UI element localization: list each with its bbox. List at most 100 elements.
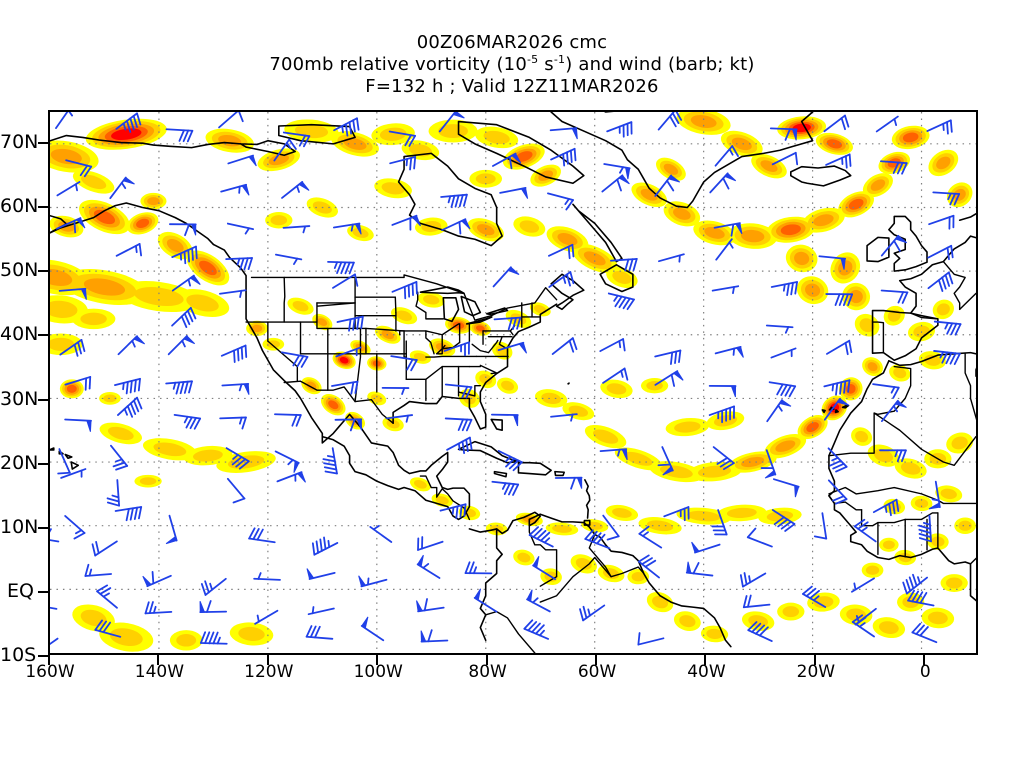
wind-barb xyxy=(168,223,197,237)
wind-barb xyxy=(599,448,628,461)
wind-barb xyxy=(742,594,771,609)
wind-barb xyxy=(771,509,796,532)
chart-title-block: 00Z06MAR2026 cmc 700mb relative vorticit… xyxy=(0,32,1024,98)
wind-barb xyxy=(55,112,74,129)
y-axis-label-50n: 50N xyxy=(0,259,39,282)
wind-barb xyxy=(747,621,773,642)
wind-barb xyxy=(381,386,410,395)
wind-barb xyxy=(902,573,929,595)
wind-barb xyxy=(493,316,522,331)
wind-barb xyxy=(225,447,250,470)
wind-barb xyxy=(50,606,58,610)
wind-barb xyxy=(770,281,798,297)
wind-barb xyxy=(532,556,557,581)
y-axis-label-eq: EQ xyxy=(7,579,34,602)
wind-barb xyxy=(56,181,81,197)
wind-barb xyxy=(360,616,385,642)
x-axis-label-100w: 100W xyxy=(353,662,403,682)
wind-barb xyxy=(599,338,626,353)
x-axis-label-140w: 140W xyxy=(134,662,185,682)
wind-barb xyxy=(872,383,900,399)
x-axis-label-0: 0 xyxy=(919,662,931,682)
wind-barb xyxy=(607,292,635,311)
wind-barb xyxy=(827,447,848,473)
wind-barb xyxy=(825,153,852,169)
wind-barb xyxy=(554,476,583,490)
wind-barb xyxy=(746,527,773,548)
wind-barb xyxy=(880,160,908,175)
wind-barb xyxy=(927,271,954,292)
wind-barb xyxy=(603,163,631,180)
wind-barb xyxy=(218,112,244,129)
y-axis-label-30n: 30N xyxy=(0,387,39,410)
chart-title-line-1: 00Z06MAR2026 cmc xyxy=(416,32,608,53)
wind-barb xyxy=(444,383,473,399)
wind-barb xyxy=(881,399,907,423)
y-axis-label-60n: 60N xyxy=(0,195,39,218)
wind-barb xyxy=(219,289,247,298)
wind-barb xyxy=(708,384,737,398)
wind-barb xyxy=(928,214,955,230)
wind-barb xyxy=(579,604,606,622)
wind-barb xyxy=(491,152,522,170)
wind-barb xyxy=(654,174,681,197)
wind-barb xyxy=(94,619,122,638)
wind-barb xyxy=(248,527,276,544)
wind-barb xyxy=(765,324,794,334)
wind-barb xyxy=(389,155,417,171)
y-axis-tick xyxy=(38,206,50,209)
chart-title-line-3: F=132 h ; Valid 12Z11MAR2026 xyxy=(365,76,659,97)
wind-barb xyxy=(171,245,198,265)
wind-barb xyxy=(491,480,520,496)
wind-barb xyxy=(221,382,250,395)
wind-barb xyxy=(114,506,143,522)
wind-barb xyxy=(438,112,465,133)
wind-barb xyxy=(333,117,360,137)
wind-barb xyxy=(823,379,851,396)
wind-barb xyxy=(548,243,575,260)
wind-barb xyxy=(497,450,523,472)
wind-barb xyxy=(714,145,739,167)
wind-barb xyxy=(601,174,630,193)
wind-barb xyxy=(932,191,961,206)
wind-barb xyxy=(416,598,445,613)
x-axis-label-40w: 40W xyxy=(687,662,726,682)
wind-barb xyxy=(335,346,362,358)
wind-barb xyxy=(225,257,253,271)
wind-barb xyxy=(802,585,827,608)
wind-barb xyxy=(823,114,850,133)
wind-barb xyxy=(853,518,877,543)
wind-barb xyxy=(200,577,227,596)
title-variable-text: 700mb relative vorticity (10 xyxy=(269,54,527,75)
wind-barb xyxy=(227,154,257,167)
x-axis-label-60w: 60W xyxy=(577,662,617,682)
wind-barb xyxy=(638,525,663,549)
wind-barb xyxy=(441,218,471,235)
wind-barb xyxy=(492,266,520,288)
y-axis-tick xyxy=(38,526,50,529)
wind-barb xyxy=(220,344,248,363)
title-wind-text: ) and wind (barb; kt) xyxy=(565,54,755,75)
y-axis-label-10s: 10S xyxy=(0,644,37,666)
wind-barb xyxy=(851,577,875,593)
wind-barb xyxy=(446,436,473,454)
wind-barb xyxy=(826,339,853,356)
wind-barb xyxy=(606,121,633,138)
wind-barb xyxy=(637,554,660,579)
wind-barb xyxy=(769,127,798,141)
wind-barb xyxy=(388,130,417,147)
wind-barb xyxy=(281,351,309,368)
wind-barb xyxy=(171,274,201,292)
wind-barb xyxy=(332,222,362,235)
y-axis-tick xyxy=(38,462,50,465)
y-axis-label-10n: 10N xyxy=(0,515,39,538)
wind-barb xyxy=(226,477,246,504)
wind-barb xyxy=(713,222,743,237)
wind-barb xyxy=(358,575,388,588)
wind-barb xyxy=(766,399,792,423)
wind-barb xyxy=(550,147,577,167)
wind-barb xyxy=(548,271,575,288)
wind-barb xyxy=(711,285,740,295)
wind-barb xyxy=(663,506,690,522)
